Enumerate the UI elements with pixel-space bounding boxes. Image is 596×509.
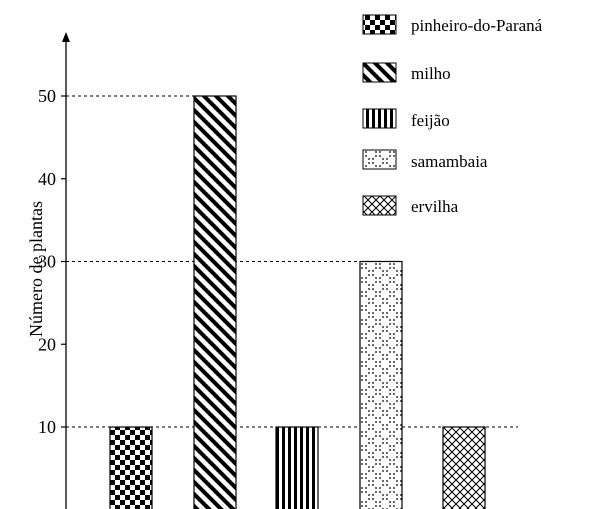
bar-1 <box>109 426 153 509</box>
bar-5 <box>442 426 486 509</box>
y-axis-label: Número de plantas <box>26 201 46 337</box>
legend-swatch-pinheiro <box>362 14 397 35</box>
bar-4 <box>359 260 403 509</box>
reference-lines <box>66 95 518 428</box>
y-axis-ticks: 10 20 30 40 50 <box>38 86 66 437</box>
legend-label-ervilha: ervilha <box>411 197 459 216</box>
bars <box>109 95 486 509</box>
legend-swatch-samambaia <box>362 149 397 170</box>
legend-label-samambaia: samambaia <box>411 152 488 171</box>
legend-label-milho: milho <box>411 64 451 83</box>
y-tick-label: 20 <box>38 334 56 354</box>
y-tick-label: 30 <box>38 252 56 272</box>
legend: pinheiro-do-Paraná milho feijão samambai… <box>362 14 543 216</box>
y-tick-label: 50 <box>38 86 56 106</box>
y-tick-label: 10 <box>38 417 56 437</box>
legend-swatch-milho <box>362 62 397 83</box>
y-tick-label: 40 <box>38 169 56 189</box>
bar-2 <box>193 95 237 509</box>
y-axis-arrow-icon <box>62 32 70 42</box>
legend-label-feijao: feijão <box>411 111 450 130</box>
legend-swatch-ervilha <box>362 195 397 216</box>
legend-swatch-feijao <box>362 108 397 129</box>
bar-3 <box>275 426 319 509</box>
legend-label-pinheiro: pinheiro-do-Paraná <box>411 16 543 35</box>
